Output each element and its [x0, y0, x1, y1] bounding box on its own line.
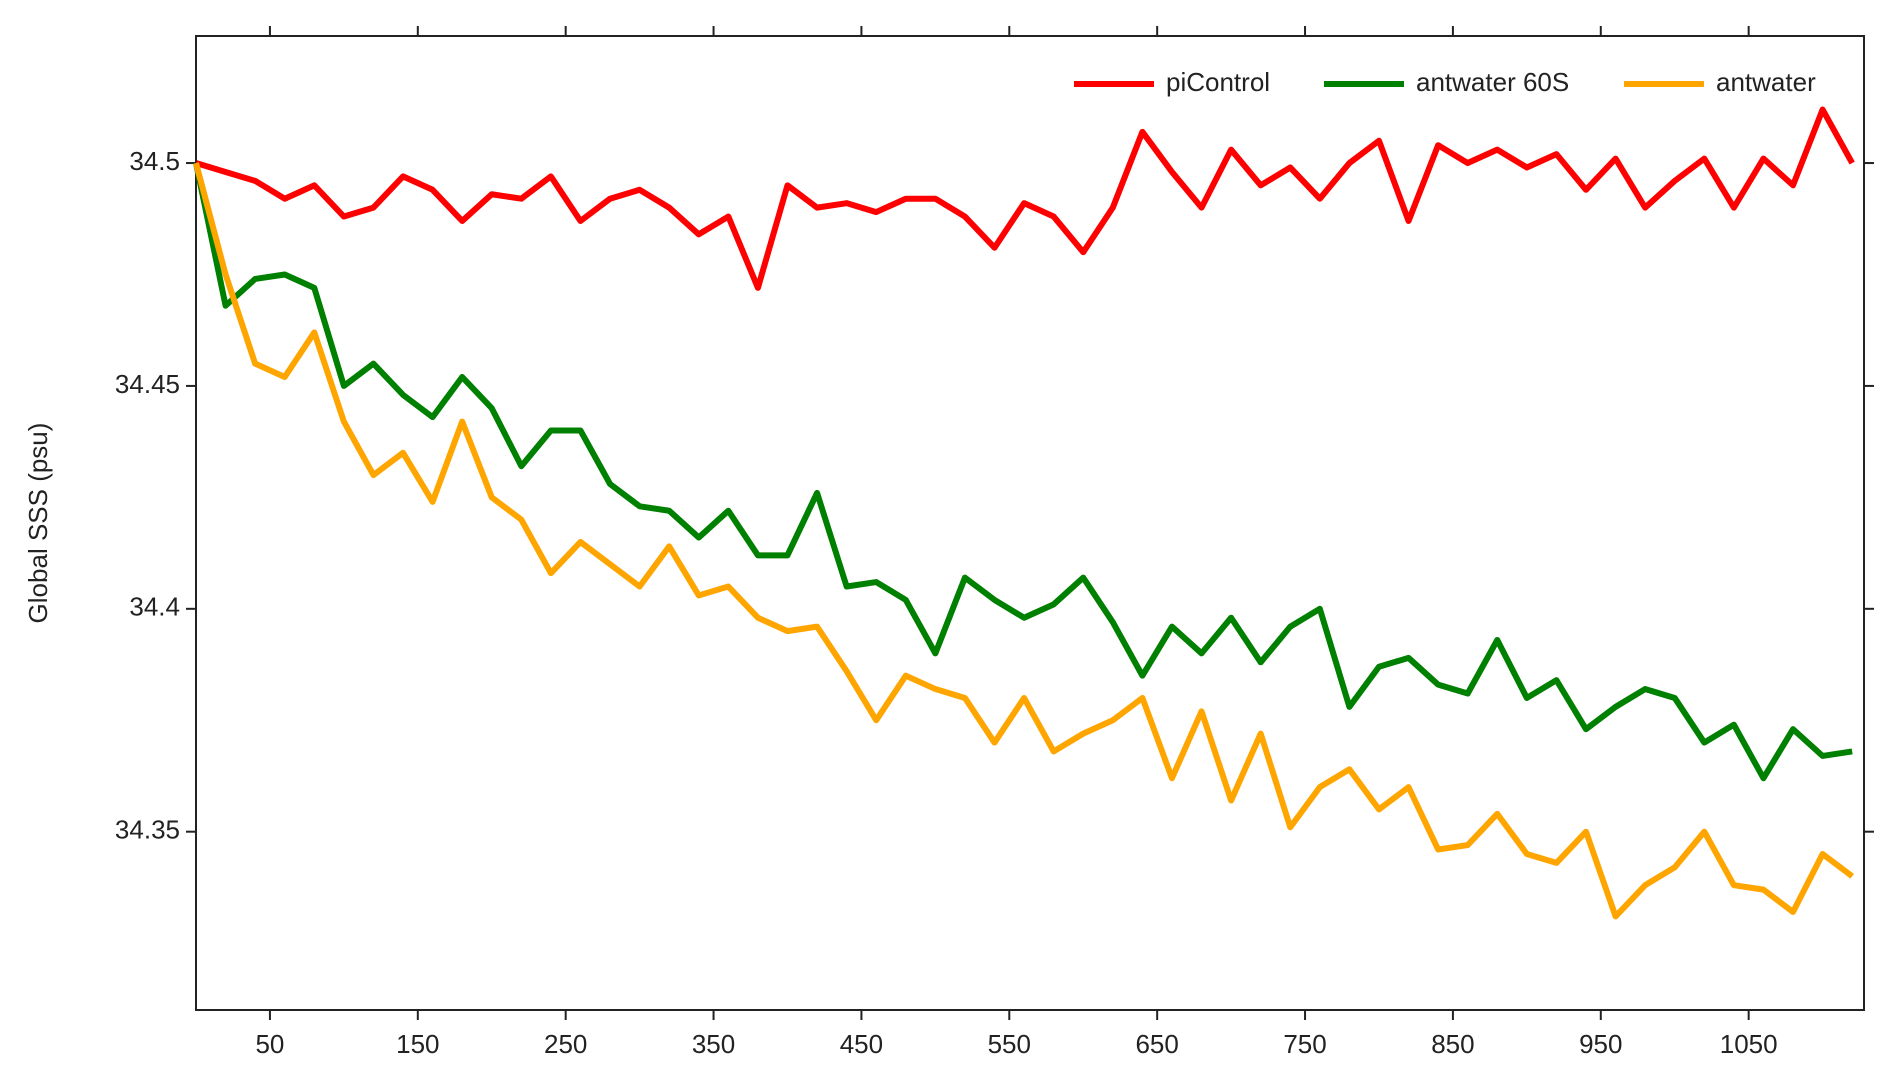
legend-label: antwater	[1716, 67, 1816, 97]
x-tick-label: 1050	[1720, 1029, 1778, 1059]
plot-frame	[195, 35, 1865, 1011]
x-tick-label: 750	[1283, 1029, 1326, 1059]
x-tick-label: 550	[988, 1029, 1031, 1059]
legend-label: piControl	[1166, 67, 1270, 97]
series-line	[195, 106, 1855, 291]
x-tick-label: 950	[1579, 1029, 1622, 1059]
x-tick-label: 50	[255, 1029, 284, 1059]
y-tick-label: 34.45	[115, 369, 180, 399]
x-tick-label: 650	[1135, 1029, 1178, 1059]
x-tick-label: 450	[840, 1029, 883, 1059]
x-tick-label: 350	[692, 1029, 735, 1059]
y-tick-label: 34.35	[115, 815, 180, 845]
x-tick-label: 250	[544, 1029, 587, 1059]
x-tick-label: 150	[396, 1029, 439, 1059]
y-tick-label: 34.4	[129, 592, 180, 622]
y-axis-label: Global SSS (psu)	[23, 423, 53, 624]
x-tick-label: 850	[1431, 1029, 1474, 1059]
series-line	[193, 162, 1854, 920]
y-tick-label: 34.5	[129, 146, 180, 176]
series-line	[193, 162, 1853, 782]
legend-label: antwater 60S	[1416, 67, 1569, 97]
